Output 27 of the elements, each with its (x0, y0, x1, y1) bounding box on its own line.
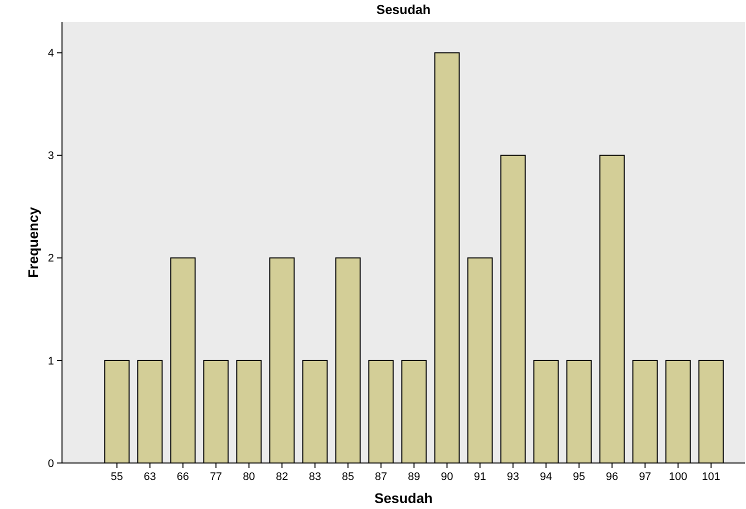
x-tick-label: 87 (374, 471, 388, 483)
x-tick-label: 101 (702, 471, 720, 483)
x-tick-label: 94 (540, 471, 552, 483)
y-tick-label: 4 (48, 48, 54, 60)
y-tick-label: 0 (48, 458, 54, 470)
x-tick-label: 82 (276, 471, 288, 483)
x-tick-label: 77 (210, 471, 222, 483)
y-axis-title: Frequency (25, 206, 41, 278)
x-tick-label: 100 (668, 471, 688, 483)
x-axis-title: Sesudah (374, 490, 433, 506)
x-tick-label: 85 (342, 471, 354, 483)
x-tick-label: 89 (408, 471, 420, 483)
x-tick-label: 97 (638, 471, 652, 483)
x-tick-label: 63 (144, 471, 156, 483)
x-tick-label: 96 (606, 471, 618, 483)
y-tick-label: 3 (48, 150, 54, 162)
x-tick-label: 90 (440, 471, 454, 483)
x-tick-label: 66 (176, 471, 190, 483)
x-tick-label: 83 (308, 471, 322, 483)
y-tick-label: 1 (48, 355, 54, 368)
x-tick-label: 80 (242, 471, 256, 483)
y-tick-label: 2 (48, 252, 54, 265)
x-tick-label: 95 (572, 471, 586, 483)
x-tick-label: 55 (110, 471, 124, 483)
x-tick-label: 93 (506, 471, 520, 483)
x-tick-label: 91 (474, 471, 486, 483)
chart-title: Sesudah (376, 2, 431, 17)
